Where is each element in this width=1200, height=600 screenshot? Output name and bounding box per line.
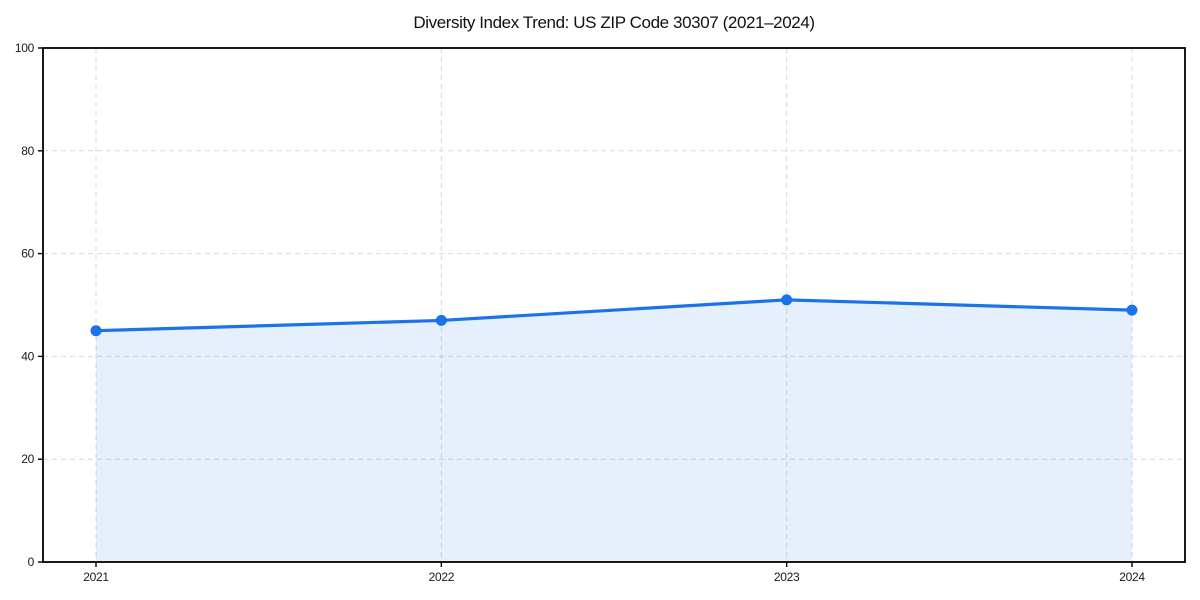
x-tick-label: 2022 — [429, 570, 455, 584]
y-tick-label: 100 — [15, 41, 35, 55]
x-tick-label: 2021 — [83, 570, 109, 584]
y-tick-label: 60 — [21, 247, 34, 261]
trend-line — [94, 298, 1134, 333]
plot-border — [42, 47, 1186, 563]
data-point-marker — [435, 314, 447, 326]
x-tick-label: 2023 — [774, 570, 800, 584]
y-tick-label: 80 — [21, 144, 34, 158]
data-point-marker — [90, 325, 102, 337]
chart-title: Diversity Index Trend: US ZIP Code 30307… — [413, 13, 814, 32]
area-fill — [96, 299, 1132, 562]
series-layer — [90, 294, 1138, 562]
data-point-marker — [781, 294, 793, 306]
y-tick-label: 20 — [21, 452, 34, 466]
y-tick-label: 0 — [28, 555, 35, 569]
x-tick-label: 2024 — [1119, 570, 1145, 584]
y-tick-label: 40 — [21, 349, 34, 363]
axis-layer: 0 20 40 60 80 100 2021 2022 2023 2024 — [15, 41, 1186, 584]
data-point-marker — [1126, 304, 1138, 316]
